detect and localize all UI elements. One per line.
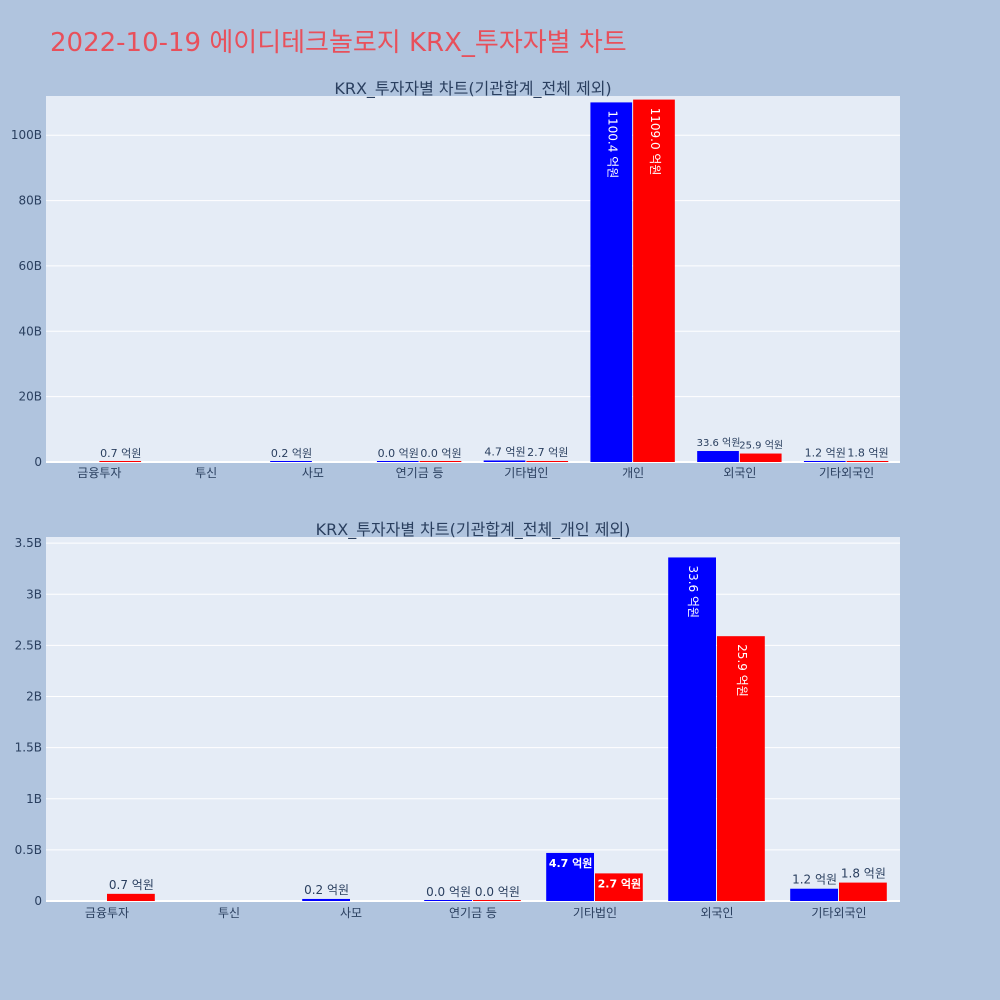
bar xyxy=(419,461,462,462)
bar xyxy=(717,636,765,901)
bar xyxy=(595,873,643,901)
y-tick-label: 80B xyxy=(18,194,42,208)
bar xyxy=(99,461,142,462)
data-label: 4.7 억원 xyxy=(549,856,593,870)
x-tick-label: 기타법인 xyxy=(573,906,617,920)
bar xyxy=(590,102,633,462)
data-label: 0.0 억원 xyxy=(420,447,461,460)
data-label: 33.6 억원 xyxy=(697,437,741,449)
bar xyxy=(483,460,526,462)
data-label: 2.7 억원 xyxy=(598,876,642,890)
y-tick-label: 100B xyxy=(11,128,42,142)
data-label: 0.2 억원 xyxy=(271,447,312,460)
chart-investor-excl-institution-individual: 0 0.5B 1B 1.5B 2B 2.5B 3B 3.5B KRX_투자자별 차트(기관합계_… xyxy=(15,520,900,920)
bar xyxy=(546,852,594,901)
bar xyxy=(424,900,472,901)
bar xyxy=(376,461,419,462)
data-label: 25.9 억원 xyxy=(735,644,749,697)
bar xyxy=(839,882,887,901)
chart-title: KRX_투자자별 차트(기관합계_전체_개인 제외) xyxy=(316,520,631,540)
bar xyxy=(302,898,350,901)
x-tick-label: 외국인 xyxy=(700,906,733,920)
bar xyxy=(526,461,569,462)
bar xyxy=(633,99,675,463)
x-tick-label: 기타법인 xyxy=(504,466,548,480)
y-tick-label: 20B xyxy=(18,390,42,404)
bar xyxy=(107,893,155,901)
page-title: 2022-10-19 에이디테크놀로지 KRX_투자자별 차트 xyxy=(50,28,627,58)
data-label: 0.0 억원 xyxy=(378,447,419,460)
data-label: 2.7 억원 xyxy=(527,446,568,459)
y-tick-label: 0 xyxy=(34,894,42,908)
x-tick-label: 기타외국인 xyxy=(819,466,874,480)
data-label: 0.0 억원 xyxy=(475,885,520,899)
bar xyxy=(803,461,846,462)
bar xyxy=(739,453,782,462)
plot-area xyxy=(46,537,900,901)
y-tick-label: 3B xyxy=(26,587,42,601)
data-label: 1.8 억원 xyxy=(841,867,886,881)
data-label: 0.2 억원 xyxy=(304,883,349,897)
x-tick-label: 투신 xyxy=(218,906,240,920)
data-label: 0.0 억원 xyxy=(426,885,471,899)
y-tick-label: 3.5B xyxy=(15,536,42,550)
data-label: 1.2 억원 xyxy=(792,873,837,887)
y-tick-label: 1.5B xyxy=(15,741,42,755)
y-tick-label: 40B xyxy=(18,324,42,338)
data-label: 1100.4 억원 xyxy=(605,110,619,178)
chart-investor-excl-institution: 0 20B 40B 60B 80B 100B KRX_투자자별 차트(기관합계_전체 제외)… xyxy=(11,79,900,480)
data-label: 4.7 억원 xyxy=(484,445,525,458)
y-tick-label: 0 xyxy=(34,455,42,469)
data-label: 0.7 억원 xyxy=(100,447,141,460)
x-tick-label: 사모 xyxy=(302,466,324,480)
x-tick-label: 연기금 등 xyxy=(396,466,444,480)
y-tick-label: 0.5B xyxy=(15,843,42,857)
x-tick-label: 외국인 xyxy=(723,466,756,480)
x-tick-label: 연기금 등 xyxy=(449,906,497,920)
y-tick-label: 1B xyxy=(26,792,42,806)
y-tick-label: 60B xyxy=(18,259,42,273)
x-tick-label: 금융투자 xyxy=(77,466,121,480)
data-label: 25.9 억원 xyxy=(739,440,783,452)
x-tick-label: 기타외국인 xyxy=(811,906,866,920)
y-tick-label: 2.5B xyxy=(15,638,42,652)
x-tick-label: 금융투자 xyxy=(85,906,129,920)
chart-title: KRX_투자자별 차트(기관합계_전체 제외) xyxy=(334,79,611,99)
bar xyxy=(270,461,312,462)
plot-area xyxy=(46,96,900,462)
x-tick-label: 사모 xyxy=(340,906,362,920)
y-tick-label: 2B xyxy=(26,690,42,704)
x-tick-label: 개인 xyxy=(622,466,644,480)
data-label: 0.7 억원 xyxy=(109,878,154,892)
bar xyxy=(846,461,889,462)
data-label: 33.6 억원 xyxy=(686,565,700,618)
bar xyxy=(473,900,521,901)
data-label: 1.8 억원 xyxy=(847,446,888,459)
bar xyxy=(668,557,716,901)
x-tick-label: 투신 xyxy=(195,466,217,480)
bar xyxy=(790,888,838,901)
bar xyxy=(697,451,739,462)
data-label: 1.2 억원 xyxy=(805,447,846,460)
data-label: 1109.0 억원 xyxy=(648,108,662,176)
